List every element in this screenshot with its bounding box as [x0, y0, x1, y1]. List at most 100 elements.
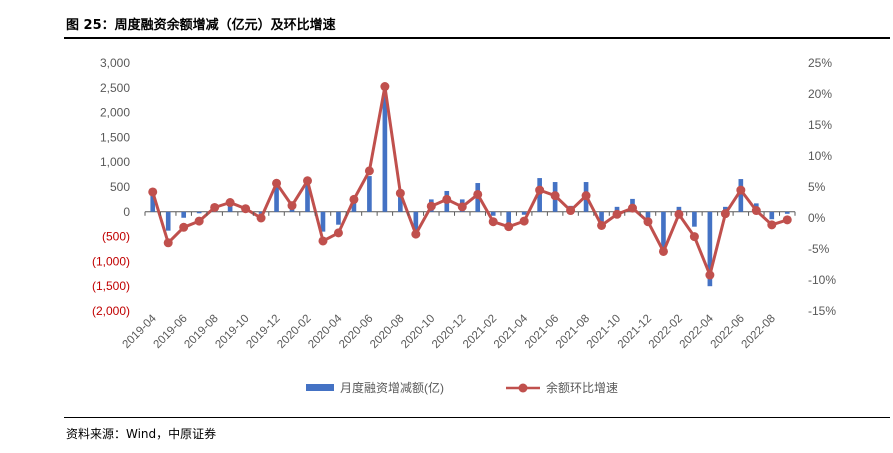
bar [692, 211, 697, 227]
line-point [318, 236, 328, 246]
line-point [658, 246, 668, 256]
bar [398, 196, 403, 212]
bar [351, 200, 357, 212]
line-point [736, 185, 746, 195]
right-axis-tick-label: 15% [808, 118, 832, 132]
right-axis-tick-label: 5% [808, 180, 826, 194]
line-point [163, 238, 173, 248]
bar [181, 211, 187, 218]
source-note: 资料来源：Wind，中原证券 [66, 427, 217, 441]
bar [707, 211, 713, 287]
right-axis-tick-label: 0% [808, 211, 826, 225]
line-point [411, 229, 421, 239]
legend: 月度融资增减额(亿) 余额环比增速 [306, 380, 618, 395]
line-point [550, 191, 560, 201]
bar [165, 211, 171, 231]
right-axis-tick-label: 25% [808, 56, 832, 70]
line-series [148, 82, 792, 280]
line-point [504, 222, 514, 232]
line-point [148, 187, 158, 197]
left-axis-tick-label: 2,000 [100, 106, 130, 120]
line-point [333, 228, 343, 238]
line-point [628, 203, 637, 213]
right-axis-tick-label: 10% [808, 149, 832, 163]
bar [738, 179, 744, 212]
bar [413, 211, 419, 233]
line-point [395, 188, 405, 198]
line-point [457, 202, 467, 212]
left-axis-tick-label: 500 [110, 180, 130, 194]
line-point [194, 216, 204, 226]
left-axis-tick-label: 3,000 [100, 56, 130, 70]
bar [537, 178, 542, 212]
right-axis-tick-label: -10% [808, 273, 836, 287]
legend-line-marker [518, 383, 528, 393]
legend-line-label: 余额环比增速 [546, 380, 618, 395]
line-point [225, 198, 235, 207]
line-point [705, 270, 715, 280]
bar [336, 211, 341, 225]
x-axis-tick-label: 2022-08 [740, 313, 778, 351]
line-point [535, 185, 545, 195]
line-point [566, 206, 576, 216]
line-point [303, 176, 312, 186]
bar [367, 176, 372, 212]
left-axis-tick-label: 0 [123, 205, 130, 219]
bar [769, 211, 775, 220]
line-point [597, 220, 607, 230]
line-point [349, 194, 359, 204]
right-axis-tick-label: 20% [808, 87, 832, 101]
bar [661, 211, 666, 255]
line-point [689, 232, 699, 242]
line-point [488, 217, 498, 227]
line-point [380, 82, 390, 92]
line-point [674, 209, 684, 219]
source-rule [64, 417, 890, 418]
bar [150, 191, 156, 212]
line-point [179, 222, 189, 232]
bar [382, 93, 388, 212]
right-axis-ticks: 25% 20% 15% 10% 5% 0% -5% -10% -15% [808, 56, 836, 318]
line-point [256, 213, 266, 223]
bar [784, 211, 790, 214]
line-point [272, 178, 282, 188]
right-axis-tick-label: -15% [808, 304, 836, 318]
left-axis-tick-label: 1,500 [100, 130, 130, 144]
bar [506, 211, 512, 225]
bar [599, 211, 604, 222]
bar [196, 211, 202, 214]
bar [305, 184, 310, 212]
legend-bar-label: 月度融资增减额(亿) [340, 380, 444, 395]
line-point [210, 202, 220, 212]
left-axis-tick-label: (2,000) [92, 304, 130, 318]
line-point [364, 166, 374, 176]
line-point [612, 209, 622, 219]
left-axis-ticks: 3,000 2,500 2,000 1,500 1,000 500 0 (500) (1,000… [92, 56, 130, 318]
bar [521, 211, 527, 215]
bar [258, 211, 264, 214]
legend-bar-swatch [306, 384, 334, 391]
bar [274, 184, 279, 212]
line-point [442, 194, 452, 204]
right-axis-tick-label: -5% [808, 242, 830, 256]
bar-series [150, 93, 790, 287]
bar [676, 206, 682, 212]
title-rule [64, 37, 890, 39]
line-point [782, 215, 792, 225]
line-point [519, 216, 529, 226]
line-point [581, 191, 591, 201]
left-axis-tick-label: (500) [102, 230, 130, 244]
line-point [720, 209, 730, 219]
line-point [473, 189, 483, 199]
left-axis-tick-label: (1,000) [92, 254, 130, 268]
line-series-path [151, 85, 788, 277]
line-point [751, 206, 761, 216]
line-point [767, 220, 777, 230]
left-axis-tick-label: 1,000 [100, 155, 130, 169]
line-point [426, 201, 436, 211]
line-point [241, 204, 251, 214]
bar [614, 206, 620, 212]
left-axis-tick-label: (1,500) [92, 279, 130, 293]
bar [320, 211, 326, 232]
